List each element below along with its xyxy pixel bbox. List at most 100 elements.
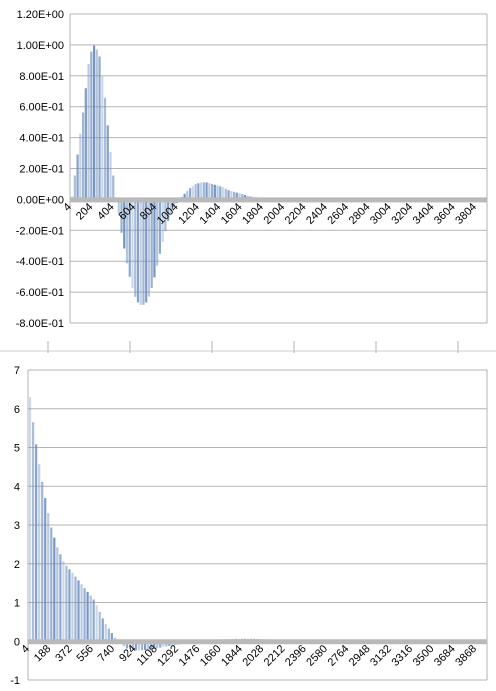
bar [183,193,186,200]
bar [83,588,86,642]
x-tick-label: 1476 [177,643,203,669]
x-tick-label: 1004 [155,201,181,227]
x-tick-label: 4 [19,643,32,656]
bar [156,641,159,649]
bar [123,199,126,249]
x-tick-label: 3868 [453,643,479,669]
y-tick-label: 2 [14,559,20,571]
bar [125,199,129,264]
bar [80,584,83,642]
y-tick-label: 2.00E-01 [19,164,64,176]
x-tick-label: 2604 [325,201,351,227]
bar [172,199,175,208]
y-tick-label: -4.00E-01 [16,256,64,268]
bar [50,527,53,642]
x-tick-label: 404 [95,201,116,222]
x-tick-label: 2404 [304,201,330,227]
bar [200,182,203,200]
bar [147,641,150,650]
bar [73,175,76,200]
x-tick-label: 2004 [261,201,287,227]
bar [150,641,153,650]
bar [153,199,156,278]
bar [101,618,104,642]
bar [29,397,32,642]
y-tick-label: -8.00E-01 [16,318,64,330]
bar [56,547,59,642]
bar [89,595,92,642]
bar [47,513,50,642]
bar [125,641,129,649]
bar [53,537,56,642]
x-tick-label: 188 [32,643,53,664]
bar [210,183,214,200]
x-tick-label: 2028 [240,643,266,669]
x-tick-label: 3316 [389,643,415,669]
x-tick-label: 740 [96,643,117,664]
bar [164,199,167,232]
bar [128,641,132,649]
bar [128,199,131,277]
bar [167,199,170,221]
bar [232,191,236,200]
bar [86,591,89,642]
bar [109,151,112,200]
bar [156,199,159,266]
bar [159,641,162,648]
x-tick-label: 2204 [283,201,309,227]
bar [230,191,233,200]
y-tick-label: 1.00E+00 [17,40,64,52]
bar [137,641,141,651]
x-tick-label: 2212 [262,643,288,669]
bar [117,199,120,216]
bar [191,186,194,200]
bar [77,580,80,642]
bar [87,63,90,200]
bar [219,186,222,200]
bar [59,554,62,642]
y-tick-label: 6.00E-01 [19,102,64,114]
x-tick-label: 2804 [347,201,373,227]
bar [205,182,208,200]
x-tick-label: 204 [74,201,95,222]
x-tick-label: 3004 [368,201,394,227]
bar [158,199,162,254]
x-tick-label: 3132 [368,643,394,669]
bar [41,481,44,642]
bar [101,76,104,200]
bar [186,190,189,200]
zero-axis [28,639,487,645]
bar [95,605,98,642]
x-tick-label: 2764 [326,643,352,669]
bar [92,45,96,200]
bar [140,641,144,651]
y-tick-label: 0 [14,636,20,648]
y-tick-label: 1 [14,598,20,610]
bar [139,199,142,305]
x-tick-label: 2948 [347,643,373,669]
y-tick-label: 0.00E+00 [17,194,64,206]
bar [147,199,151,297]
bar [134,199,137,297]
x-tick-label: 3204 [389,201,415,227]
y-tick-label: 1.20E+00 [17,9,64,21]
y-tick-label: 3 [14,520,20,532]
bar [224,188,227,200]
bar [243,194,247,200]
bar [35,444,38,642]
x-tick-label: 1804 [240,201,266,227]
bar [92,599,95,642]
bar [145,199,148,303]
bar [95,49,98,200]
bar [189,188,192,200]
bar [241,194,244,200]
bar [65,565,68,642]
x-tick-label: 3500 [411,643,437,669]
x-tick-label: 2396 [283,643,309,669]
bar [169,199,173,214]
y-tick-label: 4.00E-01 [19,133,64,145]
zero-axis [70,197,487,203]
bar [112,175,115,200]
bar [79,133,82,200]
